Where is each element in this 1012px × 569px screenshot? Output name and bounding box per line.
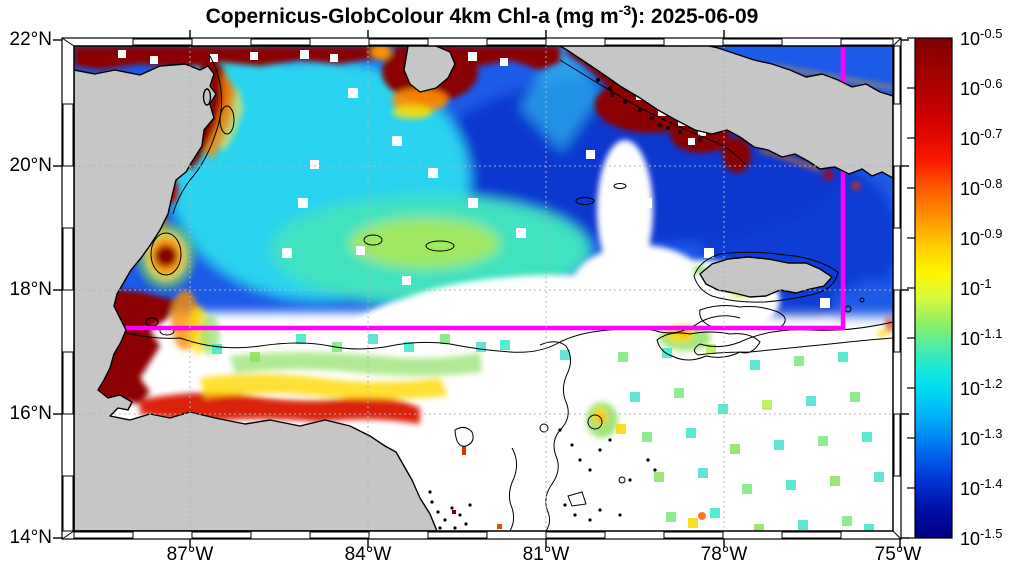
land-yucatan-central-america xyxy=(74,63,438,531)
colorbar-tick-label: 10-0.8 xyxy=(960,176,1002,200)
lon-tick-label-75w: 75°W xyxy=(874,544,922,565)
colorbar-base: 10 xyxy=(960,479,981,499)
colorbar-exponent: -1.2 xyxy=(980,376,1003,391)
lon-tick-label-78w: 78°W xyxy=(700,544,748,565)
lat-tick-label-22n: 22°N xyxy=(9,29,52,50)
land-layer xyxy=(74,46,893,531)
colorbar-base: 10 xyxy=(960,29,981,49)
land-cozumel xyxy=(202,88,212,106)
colorbar-tick-label: 10-1.1 xyxy=(960,326,1002,350)
graticule-layer xyxy=(74,46,893,531)
colorbar-ticks xyxy=(907,37,915,539)
lat-tick-label-14n: 14°N xyxy=(9,527,52,548)
colorbar-base: 10 xyxy=(960,529,981,549)
colorbar-tick-label: 10-0.9 xyxy=(960,226,1002,250)
colorbar-base: 10 xyxy=(960,379,981,399)
colorbar-base: 10 xyxy=(960,229,981,249)
title-prefix: Copernicus-GlobColour 4km Chl-a (mg m xyxy=(205,5,619,28)
lat-tick-label-20n: 20°N xyxy=(9,155,52,176)
colorbar-exponent: -1 xyxy=(980,276,992,291)
colorbar-exponent: -1.3 xyxy=(980,426,1003,441)
lat-tick-label-16n: 16°N xyxy=(9,403,52,424)
page-title: Copernicus-GlobColour 4km Chl-a (mg m-3)… xyxy=(62,2,902,29)
colorbar-tick-label: 10-0.5 xyxy=(960,26,1002,50)
colorbar-tick-label: 10-1.5 xyxy=(960,526,1002,550)
title-suffix: ): 2025-06-09 xyxy=(631,5,759,28)
colorbar-base: 10 xyxy=(960,279,981,299)
colorbar-tick-label: 10-1 xyxy=(960,276,992,300)
speckle-layer xyxy=(118,50,888,531)
colorbar-base: 10 xyxy=(960,179,981,199)
lon-tick-label-87w: 87°W xyxy=(166,544,214,565)
map-frame xyxy=(53,30,909,548)
lon-tick-label-84w: 84°W xyxy=(344,544,392,565)
colorbar-exponent: -1.1 xyxy=(980,326,1003,341)
colorbar-tick-label: 10-0.7 xyxy=(960,126,1002,150)
colorbar-base: 10 xyxy=(960,429,981,449)
colorbar-tick-label: 10-1.4 xyxy=(960,476,1002,500)
colorbar-exponent: -0.8 xyxy=(980,176,1003,191)
colorbar-exponent: -1.4 xyxy=(980,476,1003,491)
title-exponent: -3 xyxy=(618,2,632,18)
colorbar-base: 10 xyxy=(960,329,981,349)
axis-ticks xyxy=(53,30,909,548)
colorbar-base: 10 xyxy=(960,79,981,99)
land-jamaica xyxy=(699,256,833,298)
colorbar-tick-label: 10-1.3 xyxy=(960,426,1002,450)
colorbar-tick-label: 10-1.2 xyxy=(960,376,1002,400)
colorbar-exponent: -0.5 xyxy=(980,26,1003,41)
colorbar-exponent: -1.5 xyxy=(980,526,1003,541)
land-cuba xyxy=(558,46,893,179)
colorbar-gradient xyxy=(914,37,953,539)
colorbar-exponent: -0.9 xyxy=(980,226,1003,241)
lat-tick-label-18n: 18°N xyxy=(9,279,52,300)
colorbar xyxy=(907,37,953,539)
colorbar-tick-label: 10-0.6 xyxy=(960,76,1002,100)
land-isla-juventud xyxy=(403,46,456,93)
lon-tick-label-81w: 81°W xyxy=(522,544,570,565)
colorbar-exponent: -0.7 xyxy=(980,126,1003,141)
colorbar-base: 10 xyxy=(960,129,981,149)
colorbar-exponent: -0.6 xyxy=(980,76,1003,91)
